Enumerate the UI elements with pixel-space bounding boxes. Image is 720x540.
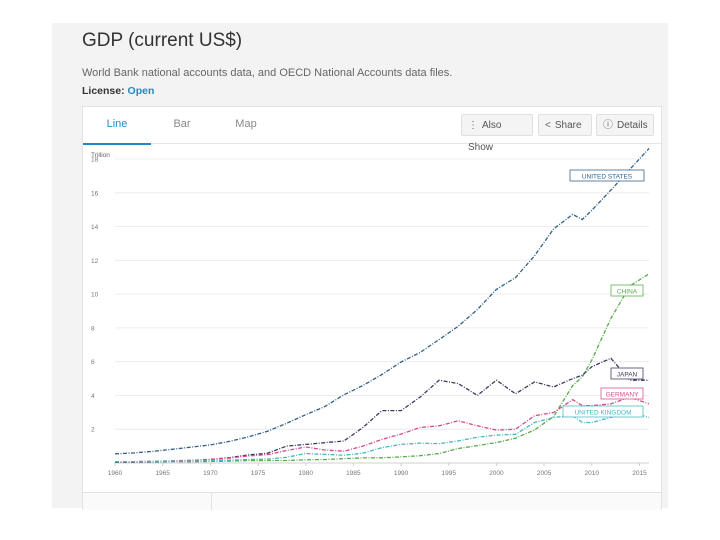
x-tick-label: 1995 bbox=[442, 470, 457, 477]
x-tick-label: 1975 bbox=[251, 470, 266, 477]
x-tick-label: 2005 bbox=[537, 470, 552, 477]
chart-footer-strip bbox=[83, 492, 661, 510]
x-tick-label: 1990 bbox=[394, 470, 409, 477]
y-tick-label: 6 bbox=[91, 359, 95, 366]
y-tick-label: 14 bbox=[91, 224, 99, 231]
x-tick-label: 2010 bbox=[585, 470, 600, 477]
x-tick-label: 1980 bbox=[298, 470, 313, 477]
more-vertical-icon: ⋮ bbox=[468, 120, 478, 131]
series-label-japan: JAPAN bbox=[617, 372, 638, 379]
share-button[interactable]: < Share bbox=[538, 114, 592, 136]
y-tick-label: 10 bbox=[91, 292, 99, 299]
y-axis-unit-label: Trillion bbox=[91, 152, 110, 159]
indicator-source: World Bank national accounts data, and O… bbox=[82, 67, 453, 79]
details-button[interactable]: ⓘ Details bbox=[596, 114, 654, 136]
y-tick-label: 18 bbox=[91, 157, 99, 164]
series-line-china bbox=[114, 273, 650, 463]
license-row: License: Open bbox=[82, 85, 154, 97]
x-tick-label: 1960 bbox=[108, 470, 123, 477]
x-tick-label: 2000 bbox=[489, 470, 504, 477]
series-label-united-kingdom: UNITED KINGDOM bbox=[574, 410, 631, 417]
x-tick-label: 1970 bbox=[203, 470, 218, 477]
share-icon: < bbox=[545, 120, 551, 131]
info-icon: ⓘ bbox=[603, 120, 613, 131]
license-label: License: bbox=[82, 85, 125, 97]
tab-map[interactable]: Map bbox=[235, 118, 257, 130]
series-label-box-japan bbox=[610, 367, 644, 380]
also-show-button[interactable]: ⋮ Also Show bbox=[461, 114, 533, 153]
page-title: GDP (current US$) bbox=[82, 30, 243, 51]
also-show-label: Also Show bbox=[468, 120, 502, 153]
series-line-united-states bbox=[114, 148, 650, 455]
series-label-germany: GERMANY bbox=[606, 392, 640, 399]
series-label-china: CHINA bbox=[617, 289, 638, 296]
tab-bar[interactable]: Bar bbox=[173, 118, 191, 130]
chart-card: Line Bar Map ⋮ Also Show < Share ⓘ Details … bbox=[82, 106, 662, 510]
x-tick-label: 2015 bbox=[632, 470, 647, 477]
y-tick-label: 12 bbox=[91, 258, 99, 265]
gdp-line-chart: Trillion 2 4 6 8 10 12 14 16 18 1960 1965 1970 1975 19… bbox=[91, 148, 650, 477]
footer-cell bbox=[83, 493, 212, 510]
series-label-united-states: UNITED STATES bbox=[582, 174, 633, 181]
series-line-germany bbox=[114, 396, 650, 463]
x-tick-label: 1985 bbox=[346, 470, 361, 477]
y-tick-label: 8 bbox=[91, 325, 95, 332]
y-tick-label: 2 bbox=[91, 427, 95, 434]
series-label-box-united-kingdom bbox=[562, 405, 644, 418]
y-tick-label: 16 bbox=[91, 190, 99, 197]
details-label: Details bbox=[617, 120, 648, 131]
y-tick-label: 4 bbox=[91, 393, 95, 400]
series-line-united-kingdom bbox=[114, 411, 650, 463]
series-label-box-china bbox=[610, 284, 644, 297]
license-open-link[interactable]: Open bbox=[127, 85, 155, 97]
series-label-box-germany bbox=[600, 387, 644, 400]
series-label-box-united-states bbox=[569, 169, 645, 182]
share-label: Share bbox=[554, 120, 582, 131]
chart-tabs: Line Bar Map ⋮ Also Show < Share ⓘ Details bbox=[83, 107, 661, 153]
series-line-japan bbox=[114, 357, 649, 463]
x-tick-label: 1965 bbox=[155, 470, 170, 477]
tab-line[interactable]: Line bbox=[83, 107, 151, 145]
